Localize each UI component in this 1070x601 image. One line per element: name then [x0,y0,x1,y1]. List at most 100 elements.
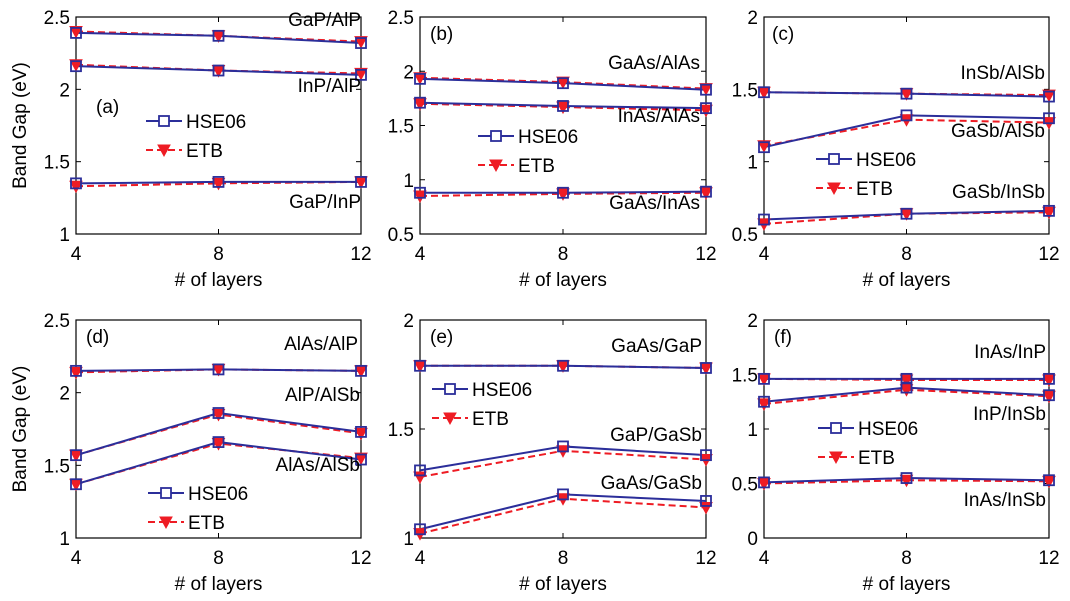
x-tick-label: 12 [695,244,716,265]
series-inp-insb: InP/InSb [757,381,1056,425]
series-gaas-gasb: GaAs/GaSb [413,473,713,541]
etb-point [699,187,713,200]
x-tick-label: 4 [71,548,82,569]
x-tick-label: 12 [350,244,371,265]
hse06-point [212,64,225,77]
panel-label: (f) [774,327,792,348]
etb-point [413,98,427,111]
y-tick-label: 2 [403,311,414,332]
etb-line [763,479,1050,485]
x-tick-label: 12 [1038,548,1059,569]
hse06-point [355,453,367,466]
hse06-point [70,364,82,377]
hse06-point [557,440,569,453]
panel-f: 0 0.5 1 1.5 2 4 8 12 # of layers (f) InAs/InP InP/I… [732,311,1060,595]
y-tick-label: 1.5 [388,117,414,138]
legend-etb-label: ETB [858,448,895,469]
x-tick-label: 8 [558,244,569,265]
y-tick-label: 1 [747,420,758,441]
axes-frame [75,16,362,235]
y-tick-label: 2 [747,8,758,29]
y-tick-label: 1.5 [732,366,758,387]
etb-point [757,398,771,411]
hse06-point [212,436,225,448]
legend-etb-marker [829,451,843,465]
hse06-point [700,102,712,115]
legend-hse06-label: HSE06 [186,112,246,133]
hse06-point [212,363,225,376]
y-tick-label: 2.5 [44,311,70,332]
y-tick-label: 1.5 [44,456,70,477]
hse06-point [355,37,367,49]
series-name-label: InP/InSb [973,404,1046,425]
hse06-point [758,213,770,226]
legend: HSE06 ETB [432,380,532,430]
hse06-point [758,395,770,408]
legend-hse06-marker [828,153,840,165]
etb-point [354,67,368,81]
y-tick-label: 2.5 [44,8,70,29]
hse06-point [212,176,225,188]
series-name-label: AlAs/AlP [284,334,358,355]
etb-point [354,427,368,441]
hse06-point [414,72,426,85]
y-tick-label: 2 [403,62,414,83]
y-tick-label: 1 [59,225,70,246]
legend: HSE06 ETB [478,127,578,177]
x-axis-label: # of layers [863,270,951,291]
y-tick-label: 0 [747,529,758,550]
series-alp-alsb: AlP/AlSb [69,385,368,463]
etb-point [757,140,771,153]
hse06-point [355,68,367,81]
legend: HSE06 ETB [146,112,246,162]
hse06-point [355,176,367,188]
etb-point [69,366,83,380]
legend-hse06-label: HSE06 [518,127,578,148]
legend-etb-marker [443,412,457,426]
legend-etb-marker [489,159,503,173]
series-name-label: GaAs/AlAs [608,53,700,74]
x-tick-label: 4 [759,244,770,265]
x-tick-label: 4 [415,244,426,265]
hse06-point [414,186,426,199]
legend-etb-label: ETB [518,156,555,177]
legend: HSE06 ETB [818,419,918,469]
legend: HSE06 ETB [816,150,916,200]
series-inas-alas: InAs/AlAs [413,96,713,127]
x-tick-label: 8 [901,244,912,265]
y-tick-label: 1 [59,529,70,550]
series-gaas-inas: GaAs/InAs [413,185,713,214]
etb-point [1042,89,1056,103]
hse06-point [70,60,82,73]
legend-hse06-marker [158,115,170,127]
hse06-point [414,523,426,536]
y-axis-label: Band Gap (eV) [10,62,31,189]
series-alas-alp: AlAs/AlP [69,334,368,380]
legend-hse06-marker [830,422,842,434]
series-name-label: GaAs/GaP [611,336,702,357]
hse06-point [700,362,712,374]
hse06-point [900,109,913,122]
etb-point [354,36,368,49]
panel-d: 1 1.5 2 2.5 4 8 12 # of layers Band Gap (eV) (d) A… [10,311,372,595]
series-inas-inp: InAs/InP [757,342,1056,387]
hse06-point [212,29,225,42]
hse06-point [900,472,913,484]
x-tick-label: 8 [213,548,224,569]
etb-point [211,438,226,451]
series-gaas-gap: GaAs/GaP [413,336,713,376]
etb-point [69,25,83,39]
series-name-label: InAs/InSb [964,490,1046,511]
legend-hse06-label: HSE06 [856,150,916,171]
y-tick-label: 1 [747,153,758,174]
series-name-label: GaSb/AlSb [951,121,1045,142]
hse06-point [70,449,82,462]
series-gap-gasb: GaP/GaSb [413,425,713,485]
y-tick-label: 0.5 [732,225,758,246]
axes-frame [75,319,362,539]
series-name-label: AlP/AlSb [285,385,360,406]
legend-hse06-marker [444,383,456,395]
series-insb-alsb: InSb/AlSb [757,63,1056,103]
hse06-point [414,359,426,372]
